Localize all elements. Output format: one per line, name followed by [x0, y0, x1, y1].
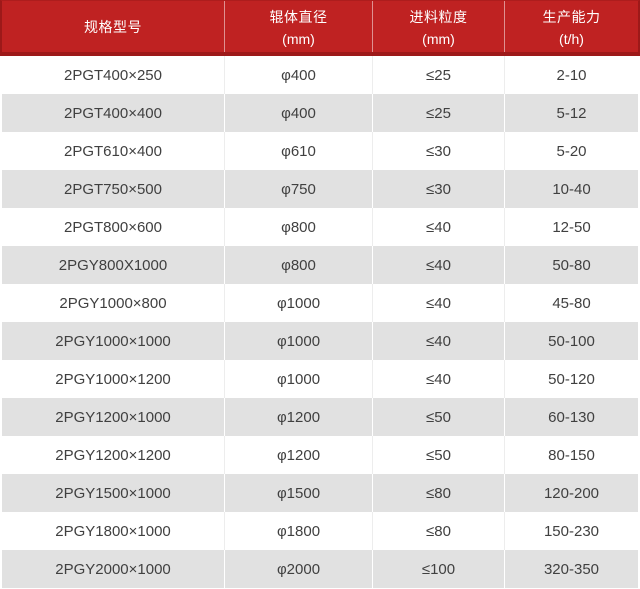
roller-diameter-cell: φ1000: [225, 360, 373, 398]
feed-size-cell: ≤40: [373, 208, 505, 246]
spec-model-cell: 2PGT400×400: [2, 94, 225, 132]
capacity-cell: 80-150: [548, 446, 595, 464]
feed-size-cell: ≤80: [373, 474, 505, 512]
spec-model-cell: 2PGT610×400: [2, 132, 225, 170]
capacity-cell: 10-40: [552, 180, 591, 198]
capacity-cell: 2-10: [556, 66, 587, 84]
capacity-cell: 50-120: [548, 370, 595, 388]
roller-diameter-cell: φ1200: [225, 436, 373, 474]
table-row: 2PGT750×500 φ750 ≤30 10-40: [2, 170, 638, 208]
feed-size-cell: ≤100: [373, 550, 505, 588]
spec-model-cell: 2PGY2000×1000: [2, 550, 225, 588]
header-unit: (t/h): [559, 30, 584, 47]
spec-model-cell: 2PGY1000×800: [2, 284, 225, 322]
header-roller-diameter: 辊体直径 (mm): [225, 1, 373, 52]
table-header-row: 规格型号 辊体直径 (mm) 进料粒度 (mm) 生产能力 (t/h): [0, 0, 640, 56]
feed-size-cell: ≤25: [373, 94, 505, 132]
header-label: 规格型号: [84, 18, 142, 35]
table-row: 2PGY1000×1200 φ1000 ≤40 50-120: [2, 360, 638, 398]
feed-size-cell: ≤30: [373, 170, 505, 208]
table-row: 2PGT610×400 φ610 ≤30 5-20: [2, 132, 638, 170]
header-feed-size: 进料粒度 (mm): [373, 1, 505, 52]
capacity-cell: 5-12: [556, 104, 587, 122]
capacity-cell: 320-350: [543, 560, 600, 578]
spec-model-cell: 2PGY1800×1000: [2, 512, 225, 550]
spec-model-cell: 2PGT750×500: [2, 170, 225, 208]
spec-model-cell: 2PGT800×600: [2, 208, 225, 246]
feed-size-cell: ≤80: [373, 512, 505, 550]
table-row: 2PGY2000×1000 φ2000 ≤100 320-350: [2, 550, 638, 588]
header-spec-model: 规格型号: [2, 1, 225, 52]
feed-size-cell: ≤50: [373, 398, 505, 436]
table-row: 2PGY1000×800 φ1000 ≤40 45-80: [2, 284, 638, 322]
spec-model-cell: 2PGY1000×1200: [2, 360, 225, 398]
feed-size-cell: ≤30: [373, 132, 505, 170]
table-row: 2PGY1200×1000 φ1200 ≤50 60-130: [2, 398, 638, 436]
table-row: 2PGY1000×1000 φ1000 ≤40 50-100: [2, 322, 638, 360]
roller-diameter-cell: φ1000: [225, 284, 373, 322]
header-label: 生产能力: [542, 8, 601, 25]
header-unit: (mm): [282, 30, 315, 47]
roller-diameter-cell: φ1800: [225, 512, 373, 550]
roller-diameter-cell: φ1000: [225, 322, 373, 360]
roller-diameter-cell: φ800: [225, 208, 373, 246]
capacity-cell: 12-50: [552, 218, 591, 236]
spec-model-cell: 2PGY1200×1000: [2, 398, 225, 436]
table-row: 2PGY800X1000 φ800 ≤40 50-80: [2, 246, 638, 284]
spec-model-cell: 2PGY1500×1000: [2, 474, 225, 512]
table-body: 2PGT400×250 φ400 ≤25 2-10 2PGT400×400 φ400 ≤25…: [0, 56, 640, 588]
table-row: 2PGY1800×1000 φ1800 ≤80 150-230: [2, 512, 638, 550]
table-row: 2PGY1500×1000 φ1500 ≤80 120-200: [2, 474, 638, 512]
roller-diameter-cell: φ1500: [225, 474, 373, 512]
spec-model-cell: 2PGT400×250: [2, 56, 225, 94]
feed-size-cell: ≤40: [373, 322, 505, 360]
feed-size-cell: ≤40: [373, 284, 505, 322]
capacity-cell: 120-200: [543, 484, 600, 502]
roller-diameter-cell: φ800: [225, 246, 373, 284]
roller-diameter-cell: φ400: [225, 94, 373, 132]
feed-size-cell: ≤40: [373, 246, 505, 284]
table-row: 2PGT400×250 φ400 ≤25 2-10: [2, 56, 638, 94]
header-unit: (mm): [422, 30, 455, 47]
table-row: 2PGT800×600 φ800 ≤40 12-50: [2, 208, 638, 246]
roller-diameter-cell: φ2000: [225, 550, 373, 588]
capacity-cell: 50-100: [548, 332, 595, 350]
spec-model-cell: 2PGY1000×1000: [2, 322, 225, 360]
capacity-cell: 60-130: [548, 408, 595, 426]
roller-diameter-cell: φ610: [225, 132, 373, 170]
feed-size-cell: ≤25: [373, 56, 505, 94]
roller-diameter-cell: φ1200: [225, 398, 373, 436]
header-label: 进料粒度: [409, 8, 468, 25]
capacity-cell: 50-80: [552, 256, 591, 274]
spec-model-cell: 2PGY800X1000: [2, 246, 225, 284]
header-capacity: 生产能力 (t/h): [505, 1, 638, 52]
feed-size-cell: ≤40: [373, 360, 505, 398]
table-row: 2PGY1200×1200 φ1200 ≤50 80-150: [2, 436, 638, 474]
capacity-cell: 45-80: [552, 294, 591, 312]
roller-diameter-cell: φ750: [225, 170, 373, 208]
capacity-cell: 150-230: [543, 522, 600, 540]
capacity-cell: 5-20: [556, 142, 587, 160]
feed-size-cell: ≤50: [373, 436, 505, 474]
spec-model-cell: 2PGY1200×1200: [2, 436, 225, 474]
header-label: 辊体直径: [269, 8, 328, 25]
table-row: 2PGT400×400 φ400 ≤25 5-12: [2, 94, 638, 132]
roller-diameter-cell: φ400: [225, 56, 373, 94]
